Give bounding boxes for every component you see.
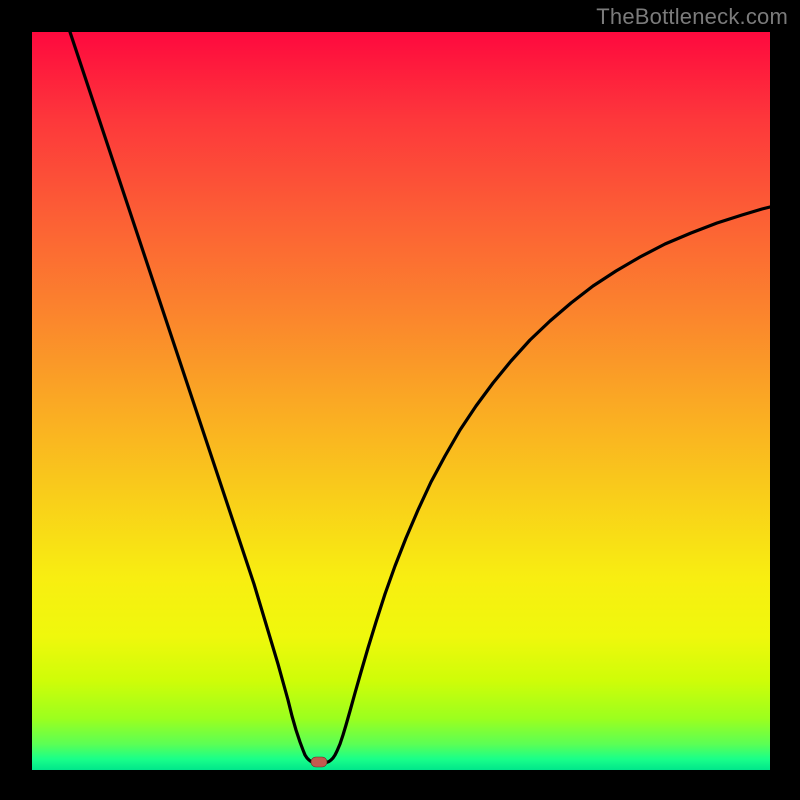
bottleneck-curve-chart xyxy=(32,32,770,770)
chart-frame: TheBottleneck.com xyxy=(0,0,800,800)
chart-background xyxy=(32,32,770,770)
watermark-text: TheBottleneck.com xyxy=(596,4,788,30)
optimum-marker xyxy=(311,757,327,767)
